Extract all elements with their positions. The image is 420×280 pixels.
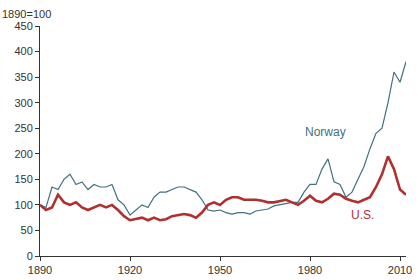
svg-text:450: 450 [14,20,32,32]
svg-text:350: 350 [14,71,32,83]
svg-text:1920: 1920 [118,264,142,276]
svg-text:U.S.: U.S. [351,208,374,222]
svg-text:400: 400 [14,45,32,57]
svg-text:1890: 1890 [28,264,52,276]
svg-text:200: 200 [14,148,32,160]
svg-text:1980: 1980 [298,264,322,276]
svg-text:1890=100: 1890=100 [2,8,51,20]
svg-text:100: 100 [14,199,32,211]
svg-text:150: 150 [14,173,32,185]
svg-text:300: 300 [14,97,32,109]
svg-text:2010: 2010 [388,264,412,276]
svg-text:1950: 1950 [208,264,232,276]
svg-text:250: 250 [14,122,32,134]
svg-text:Norway: Norway [305,125,346,139]
svg-text:50: 50 [21,224,33,236]
svg-text:0: 0 [27,250,33,262]
